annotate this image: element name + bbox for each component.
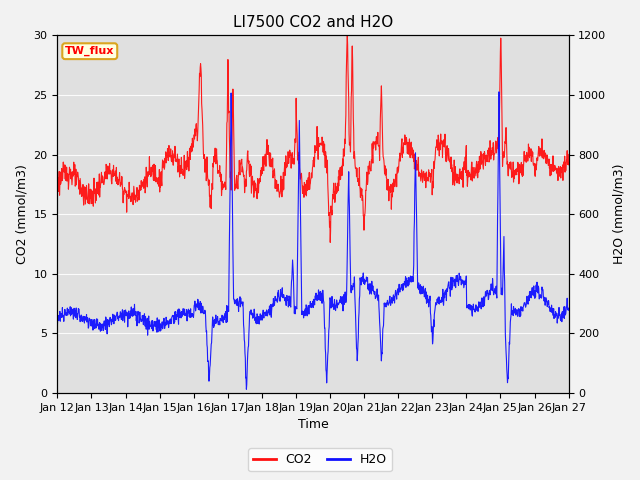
Y-axis label: H2O (mmol/m3): H2O (mmol/m3)	[612, 164, 625, 264]
Title: LI7500 CO2 and H2O: LI7500 CO2 and H2O	[233, 15, 393, 30]
X-axis label: Time: Time	[298, 419, 328, 432]
Y-axis label: CO2 (mmol/m3): CO2 (mmol/m3)	[15, 164, 28, 264]
Legend: CO2, H2O: CO2, H2O	[248, 448, 392, 471]
Text: TW_flux: TW_flux	[65, 46, 115, 56]
